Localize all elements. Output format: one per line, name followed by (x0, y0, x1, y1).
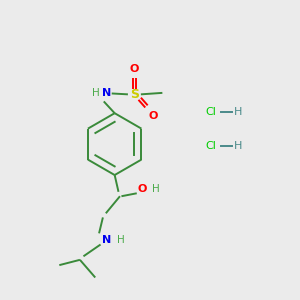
Text: N: N (102, 88, 111, 98)
Text: Cl: Cl (205, 141, 216, 151)
Text: H: H (234, 141, 242, 151)
Text: H: H (92, 88, 99, 98)
Text: H: H (117, 235, 124, 245)
Text: Cl: Cl (205, 107, 216, 117)
Text: S: S (130, 88, 139, 101)
Text: O: O (148, 111, 158, 121)
Text: H: H (234, 107, 242, 117)
Text: O: O (138, 184, 147, 194)
Text: N: N (102, 235, 111, 245)
Text: H: H (152, 184, 160, 194)
Text: O: O (130, 64, 139, 74)
